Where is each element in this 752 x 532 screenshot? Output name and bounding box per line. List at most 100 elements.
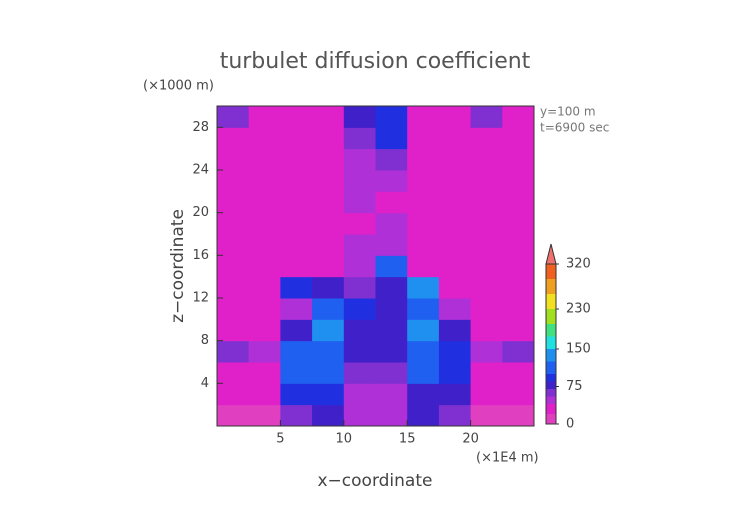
heatmap-cell (343, 191, 376, 214)
heatmap-cell (407, 362, 440, 384)
heatmap-cell (470, 234, 503, 256)
heatmap-cell (407, 106, 440, 128)
heatmap-cell (375, 170, 408, 192)
y-tick-label: 4 (201, 376, 209, 391)
heatmap-cell (217, 298, 250, 320)
heatmap-cell (312, 404, 345, 426)
heatmap-cell (407, 276, 440, 299)
heatmap-cell (438, 234, 472, 256)
heatmap-cell (407, 170, 440, 192)
heatmap-cell (502, 170, 534, 192)
annotation: y=100 m (540, 105, 596, 119)
heatmap-cell (217, 191, 250, 214)
heatmap-cell (280, 362, 313, 384)
colorbar-tick-label: 0 (566, 417, 574, 432)
heatmap-cell (502, 191, 534, 214)
y-tick-label: 20 (192, 205, 209, 220)
heatmap-cell (343, 255, 376, 278)
heatmap-cell (375, 298, 408, 320)
heatmap-cell (248, 212, 281, 235)
heatmap-cell (343, 106, 376, 128)
heatmap-cell (375, 106, 408, 128)
heatmap-cell (343, 148, 376, 171)
heatmap-cell (217, 234, 250, 256)
plot-frame (216, 105, 535, 427)
x-tick-label: 5 (276, 432, 284, 447)
heatmap-cell (470, 276, 503, 299)
y-tick-label: 28 (192, 120, 209, 135)
annotation: t=6900 sec (540, 121, 609, 135)
heatmap-cell (217, 362, 250, 384)
heatmap-cell (502, 362, 534, 384)
heatmap-cell (248, 383, 281, 406)
heatmap-cell (407, 404, 440, 426)
heatmap-cell (470, 362, 503, 384)
heatmap-cell (343, 127, 376, 150)
heatmap-cell (438, 127, 472, 150)
heatmap-cell (407, 212, 440, 235)
heatmap-cell (343, 298, 376, 320)
colorbar-segment (546, 414, 556, 424)
heatmap-cell (470, 127, 503, 150)
heatmap-cell (280, 404, 313, 426)
heatmap-cell (502, 212, 534, 235)
heatmap-cell (502, 404, 534, 426)
heatmap-cell (217, 319, 250, 342)
heatmap-cell (343, 319, 376, 342)
heatmap-cell (280, 319, 313, 342)
colorbar-segment (546, 309, 556, 324)
colorbar-segment (546, 404, 556, 414)
heatmap-cell (502, 340, 534, 363)
heatmap-cell (280, 212, 313, 235)
heatmap-cell (438, 148, 472, 171)
heatmap-cell (502, 255, 534, 278)
heatmap-cell (217, 212, 250, 235)
heatmap-cell (502, 234, 534, 256)
heatmap-cell (375, 404, 408, 426)
heatmap-cell (470, 404, 503, 426)
heatmap-cell (470, 383, 503, 406)
colorbar-segment (546, 349, 556, 362)
x-tick-label: 20 (462, 432, 479, 447)
heatmap-cell (248, 340, 281, 363)
heatmap-cell (502, 319, 534, 342)
heatmap-cell (407, 383, 440, 406)
x-tick-label: 10 (336, 432, 353, 447)
heatmap-cell (375, 234, 408, 256)
heatmap-cell (248, 362, 281, 384)
heatmap-cell (248, 298, 281, 320)
heatmap-cell (470, 106, 503, 128)
y-tick-label: 8 (201, 333, 209, 348)
heatmap-cell (502, 106, 534, 128)
heatmap-cell (470, 298, 503, 320)
heatmap-cell (343, 170, 376, 192)
heatmap-cell (312, 362, 345, 384)
colorbar-tick-label: 75 (566, 379, 583, 394)
heatmap-cell (312, 127, 345, 150)
heatmap-cell (248, 191, 281, 214)
heatmap-cell (438, 106, 472, 128)
heatmap-cell (280, 170, 313, 192)
heatmap-cell (502, 276, 534, 299)
colorbar-segment (546, 361, 556, 374)
heatmap-cell (375, 255, 408, 278)
heatmap-cell (407, 319, 440, 342)
heatmap-cell (407, 148, 440, 171)
heatmap-cell (375, 383, 408, 406)
heatmap-cell (470, 148, 503, 171)
heatmap-cell (280, 106, 313, 128)
heatmap-cell (343, 234, 376, 256)
heatmap-cell (248, 319, 281, 342)
heatmap-cell (375, 127, 408, 150)
heatmap-cell (312, 106, 345, 128)
heatmap-cell (375, 340, 408, 363)
heatmap (217, 106, 534, 426)
y-tick-label: 16 (192, 248, 209, 263)
heatmap-cell (280, 191, 313, 214)
heatmap-cell (502, 383, 534, 406)
heatmap-cell (280, 276, 313, 299)
colorbar-segment (546, 279, 556, 294)
heatmap-cell (312, 212, 345, 235)
